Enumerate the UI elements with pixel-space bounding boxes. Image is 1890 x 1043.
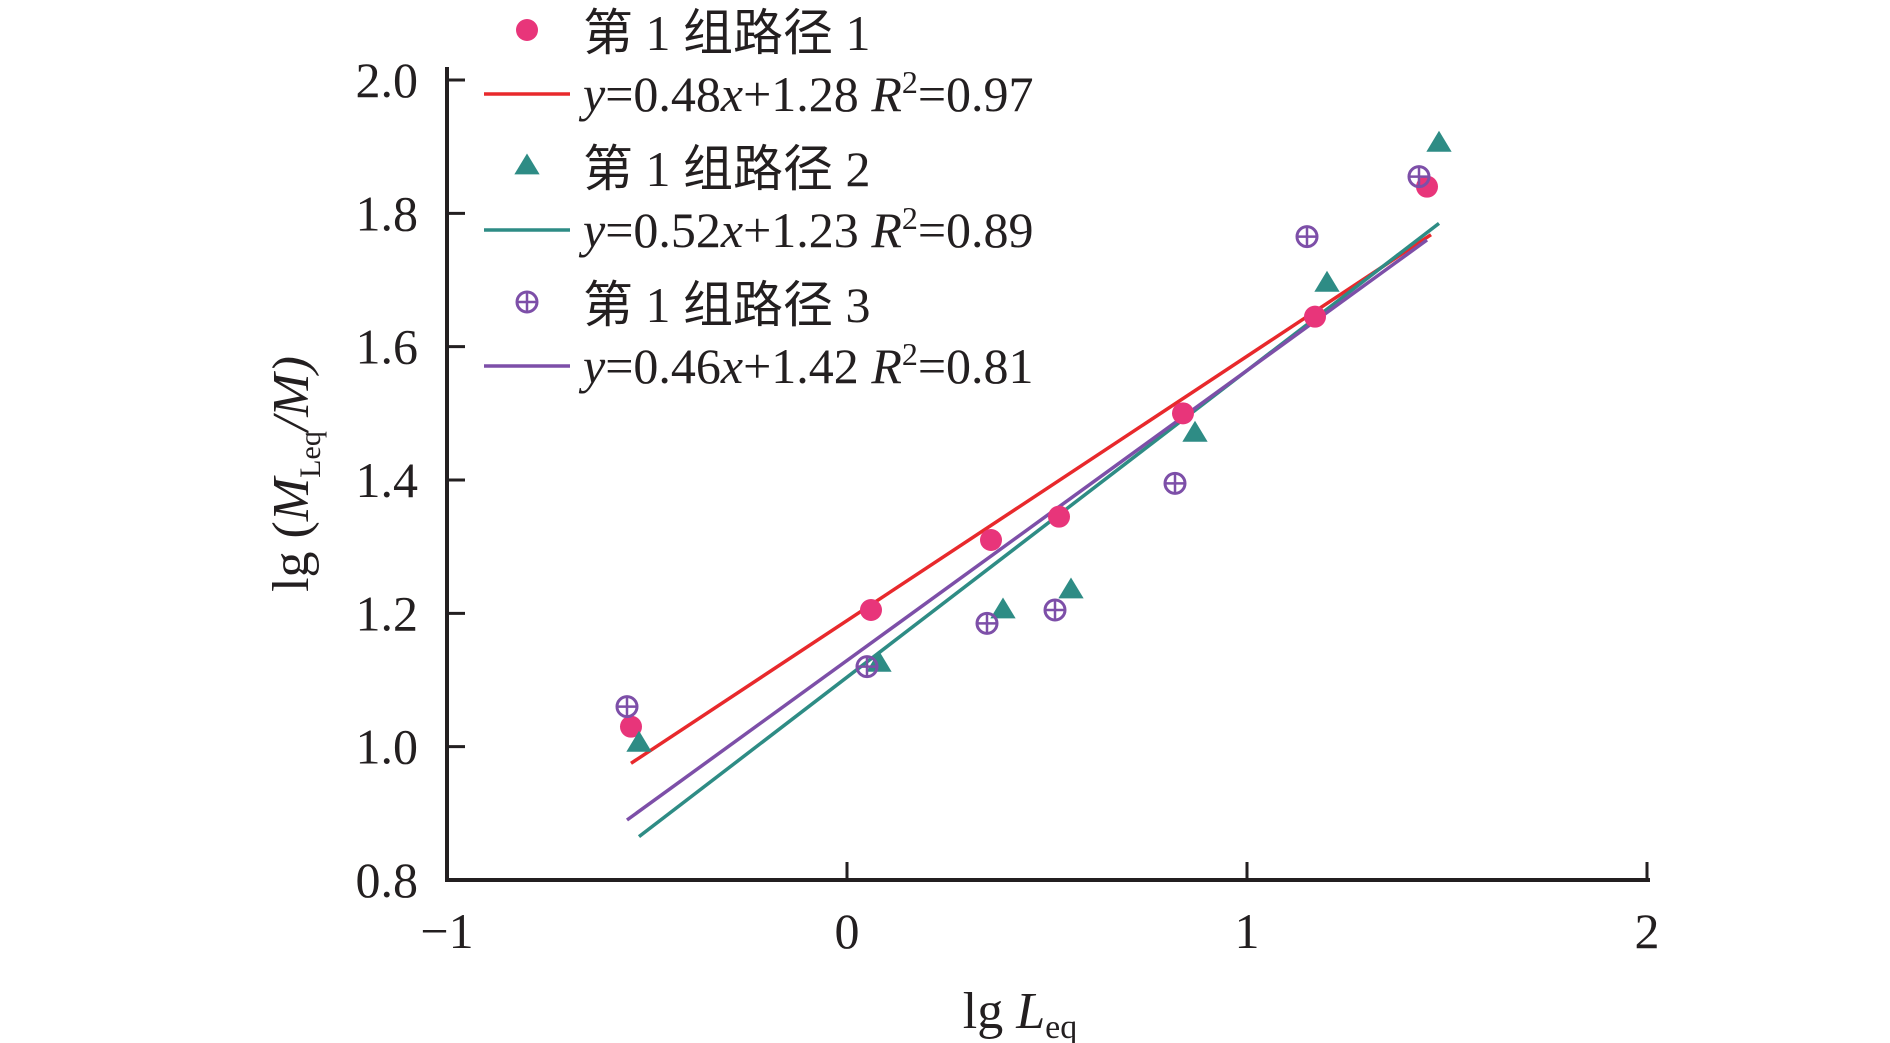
data-point-circle-plus	[975, 611, 999, 635]
fit-line	[630, 233, 1432, 765]
data-point-circle	[980, 529, 1002, 551]
data-point-triangle	[1426, 130, 1452, 152]
fit-lines	[625, 221, 1441, 839]
data-point-circle-plus	[1163, 471, 1187, 495]
marker-ring	[615, 695, 639, 719]
data-point-circle-plus	[515, 290, 539, 314]
marker-ring	[515, 290, 539, 314]
data-point-circle	[620, 715, 642, 738]
legend: 第 1 组路径 1y=0.48x+1.28 R2=0.97第 1 组路径 2y=…	[484, 5, 1034, 394]
legend-fit-equation: y=0.46x+1.42 R2=0.81	[578, 336, 1034, 394]
marker-ring	[1163, 471, 1187, 495]
marker-ring	[1407, 165, 1431, 189]
axes: −1 0 1 2 0.8 1.0 1.2 1.4 1.6 1.8 2.0	[356, 52, 1660, 959]
data-point-circle-plus	[1043, 598, 1067, 622]
data-point-triangle	[1182, 420, 1208, 442]
x-tick-label: 1	[1235, 903, 1260, 959]
data-point-circle	[1048, 505, 1070, 528]
data-point-circle	[860, 599, 882, 621]
data-point-circle-plus	[615, 695, 639, 719]
x-tick-label: 0	[835, 903, 860, 959]
x-tick-label: 2	[1635, 903, 1660, 959]
data-point-triangle	[514, 153, 540, 175]
marker-ring	[975, 611, 999, 635]
data-point-circle-plus	[855, 655, 879, 679]
y-tick-label: 1.4	[356, 452, 419, 508]
marker-ring	[855, 655, 879, 679]
legend-fit-equation: y=0.52x+1.23 R2=0.89	[578, 200, 1034, 258]
data-point-triangle	[990, 597, 1016, 619]
legend-series-name: 第 1 组路径 1	[583, 5, 871, 61]
y-tick-label: 1.2	[356, 585, 419, 641]
y-axis-title: lg (MLeq/M)	[263, 356, 327, 592]
data-point-triangle	[626, 730, 652, 752]
data-point-circle	[1304, 305, 1326, 328]
x-tick-label: −1	[420, 903, 473, 959]
y-ticks: 0.8 1.0 1.2 1.4 1.6 1.8 2.0	[356, 52, 465, 908]
x-axis-title: lg Leq	[963, 983, 1077, 1043]
data-point-circle-plus	[1295, 225, 1319, 249]
y-tick-label: 2.0	[356, 52, 419, 108]
data-point-circle	[516, 19, 538, 41]
data-point-triangle	[1058, 577, 1084, 599]
marker-ring	[1295, 225, 1319, 249]
data-point-circle-plus	[1407, 165, 1431, 189]
data-point-triangle	[1314, 270, 1340, 292]
y-tick-label: 1.0	[356, 719, 419, 775]
fit-line	[637, 221, 1441, 839]
y-tick-label: 1.8	[356, 185, 419, 241]
y-tick-label: 1.6	[356, 319, 419, 375]
y-tick-label: 0.8	[356, 852, 419, 908]
data-point-circle	[1416, 175, 1438, 198]
fit-line	[625, 238, 1429, 822]
legend-series-name: 第 1 组路径 2	[583, 141, 871, 197]
data-point-circle	[1172, 402, 1194, 425]
data-markers	[615, 130, 1452, 752]
plot-area	[615, 130, 1452, 839]
legend-series-name: 第 1 组路径 3	[583, 277, 871, 333]
x-ticks: −1 0 1 2	[420, 862, 1660, 959]
legend-fit-equation: y=0.48x+1.28 R2=0.97	[578, 64, 1034, 122]
marker-ring	[1043, 598, 1067, 622]
